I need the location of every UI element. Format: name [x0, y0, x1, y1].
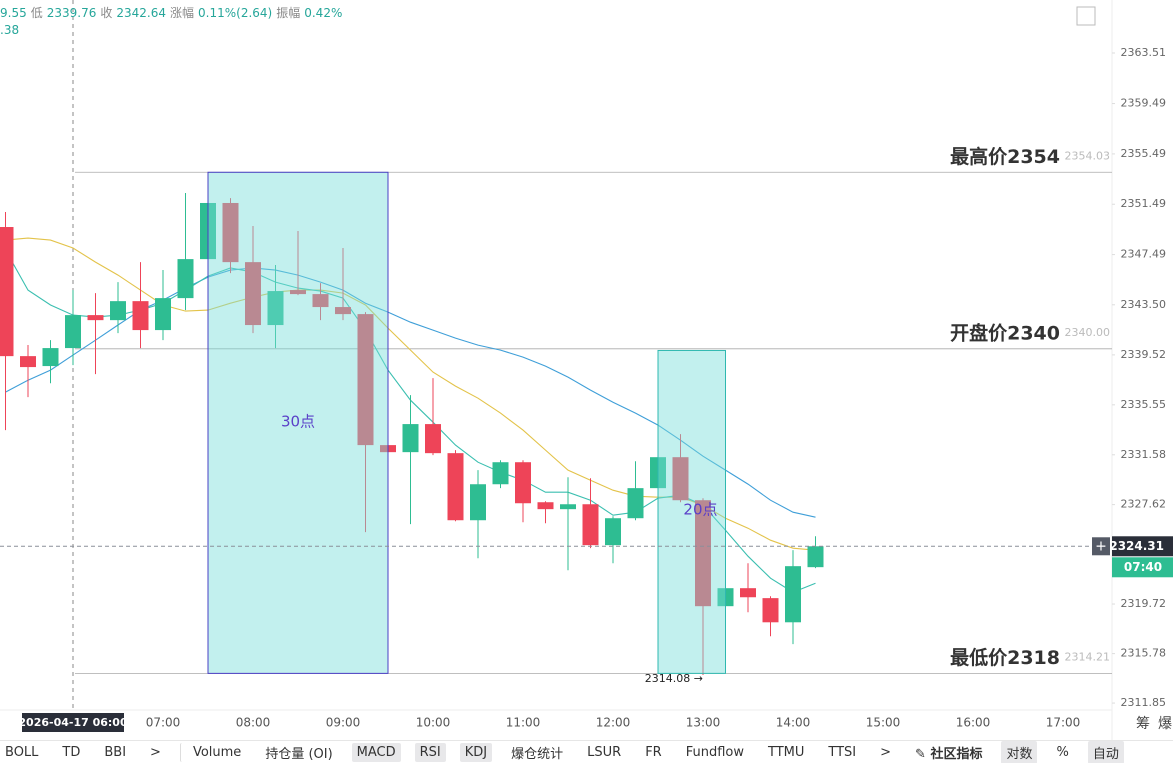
- y-tick-label: 2311.85: [1121, 696, 1167, 709]
- toolbar-button[interactable]: BBI: [99, 743, 131, 762]
- candle-body: [425, 424, 441, 453]
- candle-body: [740, 588, 756, 597]
- toolbar-button[interactable]: BOLL: [0, 743, 43, 762]
- header-label: 收: [100, 6, 112, 20]
- fullscreen-icon[interactable]: [1077, 7, 1095, 25]
- candle-body: [560, 504, 576, 509]
- x-tick-label: 15:00: [866, 716, 901, 730]
- price-level-label: 开盘价2340: [950, 321, 1060, 344]
- low-label: 2314.08 →: [645, 672, 703, 685]
- candle-body: [178, 259, 194, 298]
- toolbar-button[interactable]: TTSI: [823, 743, 861, 762]
- header-value: 2339.76: [47, 6, 97, 20]
- x-tick-label: 13:00: [686, 716, 721, 730]
- candle-body: [0, 227, 14, 356]
- x-tick-label: 16:00: [956, 716, 991, 730]
- toolbar-button[interactable]: %: [1051, 743, 1073, 762]
- y-tick-label: 2347.49: [1121, 248, 1167, 261]
- toolbar-button[interactable]: >: [875, 743, 896, 762]
- toolbar-button[interactable]: MACD: [352, 743, 401, 762]
- header-label: 低: [31, 6, 43, 20]
- y-tick-label: 2359.49: [1121, 97, 1167, 110]
- candle-body: [763, 598, 779, 622]
- candle-body: [110, 301, 126, 320]
- toolbar-button[interactable]: 爆仓统计: [506, 741, 568, 763]
- toolbar-button[interactable]: FR: [640, 743, 667, 762]
- x-tick-label: 11:00: [506, 716, 541, 730]
- toolbar-button[interactable]: 对数: [1001, 741, 1037, 763]
- toolbar-button[interactable]: Fundflow: [681, 743, 749, 762]
- x-tick-label: 08:00: [236, 716, 271, 730]
- price-level-label: 最低价2318: [950, 646, 1060, 669]
- header-value: 2342.64: [116, 6, 166, 20]
- range-box-label: 30点: [281, 413, 315, 431]
- chart: 2363.51 2359.49 2355.49 2351.49 2347.49 2343.…: [0, 0, 1173, 740]
- x-tick-label: 14:00: [776, 716, 811, 730]
- range-box-label: 20点: [683, 501, 717, 519]
- candle-body: [808, 546, 824, 567]
- header-value: 0.42%: [304, 6, 342, 20]
- candle-body: [448, 453, 464, 520]
- candle-body: [20, 356, 36, 367]
- y-tick-label: 2335.55: [1121, 398, 1167, 411]
- header-value: 0.11%(2.64): [198, 6, 272, 20]
- x-tick-label: 12:00: [596, 716, 631, 730]
- indicator-header: .38: [0, 23, 19, 37]
- side-icon[interactable]: 爆: [1158, 716, 1172, 732]
- y-tick-label: 2355.49: [1121, 147, 1167, 160]
- x-tick-label: 07:00: [146, 716, 181, 730]
- price-level-label: 最高价2354: [950, 145, 1060, 168]
- y-tick-label: 2343.50: [1121, 298, 1167, 311]
- candle-body: [403, 424, 419, 452]
- toolbar-button[interactable]: KDJ: [460, 743, 492, 762]
- countdown-label: 07:40: [1124, 560, 1162, 574]
- candle-body: [583, 504, 599, 545]
- price-level-value: 2314.21: [1065, 650, 1111, 663]
- candle-body: [605, 518, 621, 545]
- candle-body: [538, 502, 554, 509]
- y-tick-label: 2331.58: [1121, 448, 1167, 461]
- plus-button[interactable]: +: [1095, 538, 1107, 554]
- toolbar-button[interactable]: TD: [57, 743, 85, 762]
- toolbar-button[interactable]: ✎ 社区指标: [910, 741, 987, 763]
- toolbar-button[interactable]: TTMU: [763, 743, 809, 762]
- header-value: 9.55: [0, 6, 27, 20]
- y-tick-label: 2319.72: [1121, 597, 1167, 610]
- y-tick-label: 2351.49: [1121, 197, 1167, 210]
- y-tick-label: 2363.51: [1121, 46, 1167, 59]
- x-tick-label: 10:00: [416, 716, 451, 730]
- current-price-label: 2324.31: [1109, 539, 1164, 553]
- x-tick-label: 2026-04-17 06:00: [18, 716, 128, 729]
- candle-body: [65, 315, 81, 348]
- price-level-value: 2354.03: [1065, 149, 1111, 162]
- toolbar-button[interactable]: LSUR: [582, 743, 626, 762]
- y-tick-label: 2339.52: [1121, 348, 1167, 361]
- candle-body: [155, 298, 171, 330]
- toolbar-button[interactable]: >: [145, 743, 166, 762]
- candle-body: [470, 484, 486, 520]
- x-tick-label: 17:00: [1046, 716, 1081, 730]
- toolbar-button[interactable]: RSI: [415, 743, 446, 762]
- x-tick-label: 09:00: [326, 716, 361, 730]
- indicator-toolbar: BOLL TD BBI > Volume 持仓量 (OI) MACD RSI KDJ 爆仓统计 LS…: [0, 740, 1173, 763]
- side-icon[interactable]: 筹: [1136, 715, 1150, 732]
- y-tick-label: 2315.78: [1121, 647, 1167, 660]
- candle-body: [133, 301, 149, 330]
- toolbar-button[interactable]: Volume: [180, 743, 246, 762]
- candle-body: [515, 462, 531, 503]
- price-level-value: 2340.00: [1065, 326, 1111, 339]
- toolbar-button[interactable]: 持仓量 (OI): [260, 741, 337, 763]
- candle-body: [88, 315, 104, 320]
- toolbar-button[interactable]: 自动: [1088, 741, 1124, 763]
- candle-body: [43, 348, 59, 366]
- header-label: 涨幅: [170, 6, 194, 20]
- candle-body: [785, 566, 801, 622]
- y-tick-label: 2327.62: [1121, 498, 1167, 511]
- candle-body: [493, 462, 509, 484]
- header-label: 振幅: [276, 6, 300, 20]
- candle-body: [628, 488, 644, 518]
